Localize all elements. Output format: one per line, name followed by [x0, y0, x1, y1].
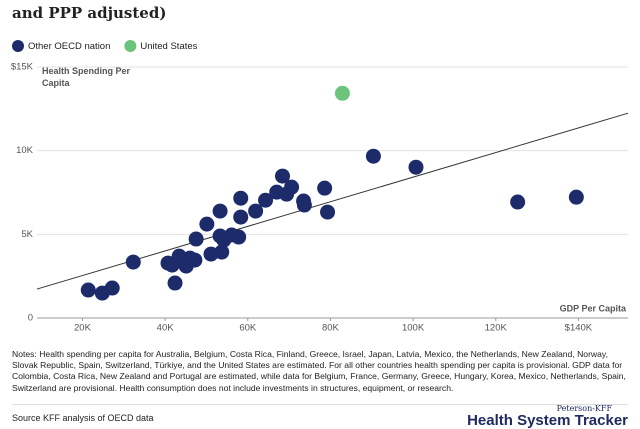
data-point — [233, 190, 249, 206]
data-point — [188, 231, 204, 247]
x-tick-label: 60K — [239, 323, 257, 334]
data-point — [80, 282, 96, 298]
legend-swatch — [12, 40, 24, 52]
data-point — [334, 85, 350, 101]
data-point — [365, 148, 381, 164]
divider — [12, 404, 628, 405]
logo-top: Peterson-KFF — [556, 404, 612, 413]
data-point — [284, 179, 300, 195]
y-tick-label: 0 — [28, 313, 33, 324]
data-point — [248, 203, 264, 219]
x-tick-label: 100K — [402, 323, 425, 334]
data-point — [199, 216, 215, 232]
y-tick-label: 5K — [21, 229, 33, 240]
data-point — [214, 244, 230, 260]
y-tick-label: $15K — [11, 62, 34, 73]
trendline — [36, 112, 629, 290]
y-axis-label: Health Spending Per Capita — [42, 66, 131, 88]
source: Source KFF analysis of OECD data — [12, 413, 154, 423]
y-tick-label: 10K — [16, 145, 34, 156]
legend-label: Other OECD nation — [28, 41, 110, 52]
x-tick-label: 80K — [322, 323, 340, 334]
chart-title: and PPP adjusted) — [12, 4, 167, 22]
data-point — [274, 168, 290, 184]
data-point — [104, 280, 120, 296]
data-point — [320, 204, 336, 220]
data-point — [408, 159, 424, 175]
data-point — [212, 203, 228, 219]
legend-swatch — [124, 40, 137, 52]
legend-label: United States — [140, 41, 197, 52]
x-tick-label: 40K — [157, 323, 175, 334]
data-point — [258, 192, 274, 208]
chart: Other OECD nation United States 0 5K 10K $15K… — [11, 40, 629, 334]
data-point — [187, 252, 203, 268]
data-point — [125, 254, 141, 270]
logo: Health System Tracker — [467, 412, 628, 429]
data-point — [510, 194, 526, 210]
notes: Notes: Health spending per capita for Au… — [12, 349, 626, 393]
data-point — [317, 180, 333, 196]
data-point — [296, 197, 312, 213]
x-tick-label: 120K — [485, 323, 508, 334]
x-tick-label: $140K — [565, 323, 593, 334]
data-point — [233, 209, 249, 225]
data-point — [231, 229, 247, 245]
x-axis-label: GDP Per Capita — [560, 303, 627, 313]
data-point — [568, 189, 584, 205]
data-point — [167, 275, 183, 291]
x-tick-label: 20K — [74, 323, 92, 334]
